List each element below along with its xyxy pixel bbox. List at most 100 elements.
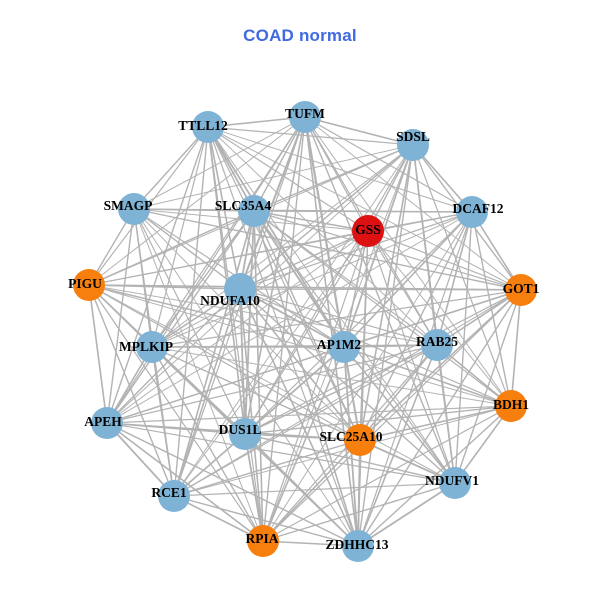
network-edge xyxy=(151,144,414,348)
network-edge xyxy=(343,346,456,484)
network-edge xyxy=(239,288,264,542)
network-edge xyxy=(88,284,264,542)
network-edge xyxy=(343,346,512,407)
network-edge xyxy=(239,288,359,547)
network-edge xyxy=(357,344,438,547)
network-edge xyxy=(151,288,241,348)
network-node-slc35a4[interactable] xyxy=(238,195,270,227)
node-label-rab25: RAB25 xyxy=(416,334,458,349)
network-edge xyxy=(207,126,456,484)
node-label-smagp: SMAGP xyxy=(104,198,153,213)
network-node-dus1l[interactable] xyxy=(229,418,261,450)
network-node-gss[interactable] xyxy=(352,215,384,247)
network-edge xyxy=(173,126,209,497)
network-edge xyxy=(207,126,369,232)
network-edge xyxy=(173,230,369,497)
network-edge xyxy=(173,116,306,497)
edge-layer xyxy=(88,115,522,547)
network-edge xyxy=(304,116,414,146)
network-edge xyxy=(88,284,345,348)
network-edge xyxy=(207,126,241,290)
network-node-rce1[interactable] xyxy=(158,480,190,512)
network-edge xyxy=(133,208,264,542)
network-edge xyxy=(106,230,369,424)
network-edge xyxy=(244,405,512,435)
network-edge xyxy=(239,230,369,290)
network-edge xyxy=(262,289,522,542)
network-node-ttll12[interactable] xyxy=(192,111,224,143)
node-label-apeh: APEH xyxy=(84,414,122,429)
network-edge xyxy=(207,126,473,213)
network-node-zdhhc13[interactable] xyxy=(342,530,374,562)
network-node-dcaf12[interactable] xyxy=(456,196,488,228)
node-label-ap1m2: AP1M2 xyxy=(317,337,361,352)
network-edge xyxy=(173,495,359,547)
network-edge xyxy=(304,116,512,407)
network-edge xyxy=(133,144,414,210)
network-edge xyxy=(244,433,264,542)
network-edge xyxy=(106,422,175,497)
network-node-slc25a10[interactable] xyxy=(344,424,376,456)
network-edge xyxy=(253,210,345,348)
node-label-dcaf12: DCAF12 xyxy=(453,201,504,216)
network-node-apeh[interactable] xyxy=(91,407,123,439)
network-node-ap1m2[interactable] xyxy=(328,331,360,363)
network-edge xyxy=(304,116,359,547)
network-edge xyxy=(367,144,414,232)
network-edge xyxy=(367,230,512,407)
network-edge xyxy=(207,126,414,146)
node-label-tufm: TUFM xyxy=(285,106,325,121)
network-node-bdh1[interactable] xyxy=(495,390,527,422)
network-edge xyxy=(359,144,414,441)
network-edge xyxy=(436,289,522,346)
network-edge xyxy=(106,144,414,424)
node-label-ndufa10: NDUFA10 xyxy=(200,293,260,308)
network-edge xyxy=(253,210,438,346)
network-edge xyxy=(367,230,522,291)
network-edge xyxy=(343,144,414,348)
network-edge xyxy=(359,344,438,441)
node-label-sdsl: SDSL xyxy=(396,129,430,144)
network-edge xyxy=(359,211,473,441)
network-node-ndufa10[interactable] xyxy=(224,273,256,305)
network-node-rpia[interactable] xyxy=(247,525,279,557)
network-edge xyxy=(262,230,369,542)
node-label-ttll12: TTLL12 xyxy=(178,118,228,133)
network-edge xyxy=(253,210,264,542)
network-node-tufm[interactable] xyxy=(289,101,321,133)
network-edge xyxy=(151,126,209,348)
network-edge xyxy=(151,289,522,348)
network-node-rab25[interactable] xyxy=(421,329,453,361)
network-node-smagp[interactable] xyxy=(118,193,150,225)
network-edge xyxy=(173,344,438,497)
network-edge xyxy=(262,482,456,542)
network-edge xyxy=(359,439,456,484)
network-edge xyxy=(151,210,255,348)
network-edge xyxy=(173,405,512,497)
page-title: COAD normal xyxy=(243,26,357,45)
network-edge xyxy=(262,405,512,542)
network-edge xyxy=(151,346,264,542)
network-edge xyxy=(239,144,414,290)
network-edge xyxy=(207,116,306,128)
network-edge xyxy=(244,433,456,484)
network-edge xyxy=(239,288,512,407)
network-edge xyxy=(106,344,438,424)
network-node-mplkip[interactable] xyxy=(136,331,168,363)
network-edge xyxy=(173,439,361,497)
network-node-got1[interactable] xyxy=(505,274,537,306)
network-edge xyxy=(106,346,345,424)
network-edge xyxy=(244,344,438,435)
network-node-sdsl[interactable] xyxy=(397,129,429,161)
network-edge xyxy=(510,289,522,407)
network-node-pigu[interactable] xyxy=(73,269,105,301)
network-edge xyxy=(253,210,522,291)
network-edge xyxy=(88,230,369,286)
node-label-dus1l: DUS1L xyxy=(219,422,262,437)
network-edge xyxy=(253,210,369,232)
network-edge xyxy=(359,405,512,441)
node-label-rce1: RCE1 xyxy=(151,485,187,500)
network-edge xyxy=(304,116,522,291)
network-node-ndufv1[interactable] xyxy=(439,467,471,499)
